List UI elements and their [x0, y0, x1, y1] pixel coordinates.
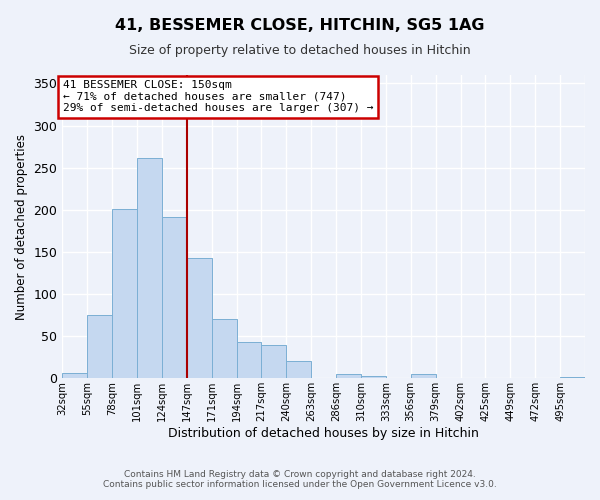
Bar: [262, 344, 286, 378]
Bar: [336, 374, 361, 378]
Bar: [361, 376, 386, 378]
Bar: [560, 376, 585, 378]
Text: Size of property relative to detached houses in Hitchin: Size of property relative to detached ho…: [129, 44, 471, 57]
Bar: [411, 374, 436, 378]
Bar: [236, 342, 262, 378]
Bar: [87, 315, 112, 378]
Text: 41, BESSEMER CLOSE, HITCHIN, SG5 1AG: 41, BESSEMER CLOSE, HITCHIN, SG5 1AG: [115, 18, 485, 32]
Text: Contains HM Land Registry data © Crown copyright and database right 2024.
Contai: Contains HM Land Registry data © Crown c…: [103, 470, 497, 489]
Bar: [162, 218, 187, 378]
Text: 41 BESSEMER CLOSE: 150sqm
← 71% of detached houses are smaller (747)
29% of semi: 41 BESSEMER CLOSE: 150sqm ← 71% of detac…: [63, 80, 373, 114]
Y-axis label: Number of detached properties: Number of detached properties: [15, 134, 28, 320]
Bar: [187, 258, 212, 378]
Bar: [62, 373, 87, 378]
X-axis label: Distribution of detached houses by size in Hitchin: Distribution of detached houses by size …: [168, 427, 479, 440]
Bar: [112, 209, 137, 378]
Bar: [286, 362, 311, 378]
Bar: [137, 158, 162, 378]
Bar: [212, 320, 236, 378]
